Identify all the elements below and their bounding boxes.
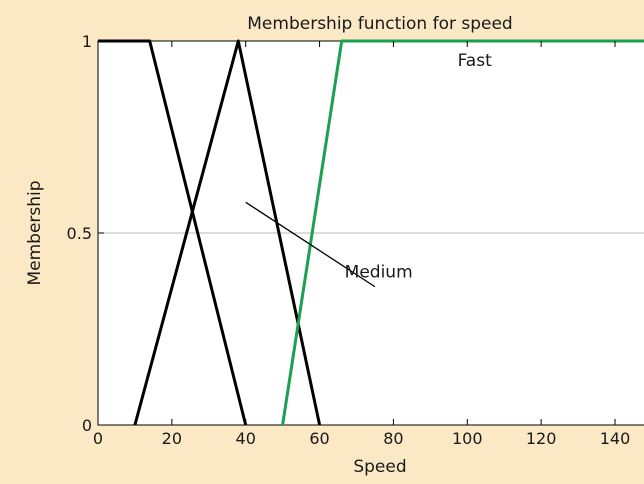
y-axis-label: Membership [25, 180, 45, 285]
annotation-label-0: Fast [458, 51, 492, 71]
chart-title: Membership function for speed [247, 14, 512, 34]
y-tick-label-2: 1 [82, 32, 92, 51]
y-tick-label-0: 0 [82, 416, 92, 435]
annotation-pointer-1 [245, 201, 376, 288]
y-tick-label-1: 0.5 [67, 224, 92, 243]
x-tick-label-7: 140 [600, 429, 631, 448]
x-tick-label-5: 100 [452, 429, 483, 448]
x-tick-label-1: 20 [162, 429, 182, 448]
x-axis-label: Speed [353, 457, 406, 477]
series-line-0 [98, 39, 248, 426]
x-tick-label-3: 60 [309, 429, 329, 448]
x-tick-label-2: 40 [236, 429, 256, 448]
series-line-2 [281, 39, 644, 426]
x-tick-label-0: 0 [93, 429, 103, 448]
x-tick-label-6: 120 [526, 429, 557, 448]
series-line-1 [133, 39, 322, 426]
x-tick-label-4: 80 [383, 429, 403, 448]
annotation-label-1: Medium [345, 262, 413, 282]
